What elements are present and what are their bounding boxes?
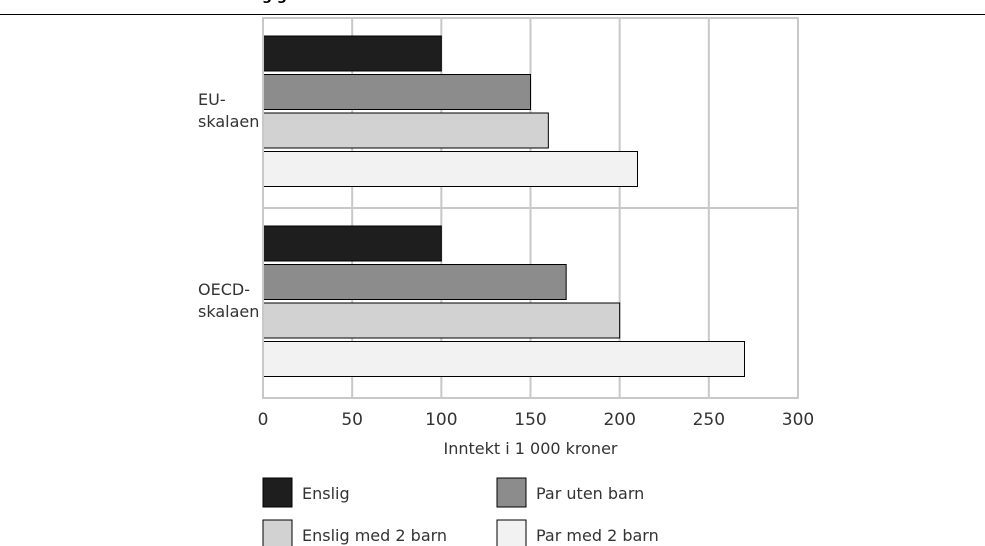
bar	[262, 264, 567, 300]
x-tick-label: 100	[425, 410, 457, 430]
bar	[262, 151, 638, 187]
x-axis-label: Inntekt i 1 000 kroner	[443, 439, 617, 458]
top-rule	[0, 14, 985, 15]
bar	[262, 35, 442, 72]
legend-label: Par uten barn	[536, 484, 644, 503]
x-tick-label: 250	[693, 410, 725, 430]
bar	[262, 112, 549, 149]
x-tick-label: 50	[341, 410, 363, 430]
x-tick-label: 0	[258, 410, 269, 430]
legend-swatch	[496, 477, 527, 508]
category-label: OECD-	[198, 280, 250, 299]
legend-swatch	[262, 519, 293, 546]
category-label: EU-	[198, 90, 226, 109]
category-labels: EU-skalaen OECD-skalaen	[198, 90, 259, 321]
legend-swatch	[496, 519, 527, 546]
category-label: skalaen	[198, 112, 259, 131]
page-title-fragment: g g	[262, 0, 287, 6]
legend-swatch	[262, 477, 293, 508]
legend: Enslig Par uten barn Enslig med 2 barn Par …	[262, 477, 659, 546]
legend-label: Enslig	[302, 484, 350, 503]
legend-label: Par med 2 barn	[536, 526, 659, 545]
chart-bars	[262, 35, 745, 377]
x-tick-label: 200	[603, 410, 635, 430]
bar	[262, 225, 442, 262]
plot-frame	[262, 17, 799, 399]
bar	[262, 302, 621, 339]
category-label: skalaen	[198, 302, 259, 321]
bar	[262, 74, 531, 110]
x-tick-label: 150	[514, 410, 546, 430]
legend-label: Enslig med 2 barn	[302, 526, 447, 545]
x-tick-label: 300	[782, 410, 814, 430]
bar	[262, 341, 745, 377]
x-axis-ticks: 0 50 100 150 200 250 300	[258, 410, 815, 430]
